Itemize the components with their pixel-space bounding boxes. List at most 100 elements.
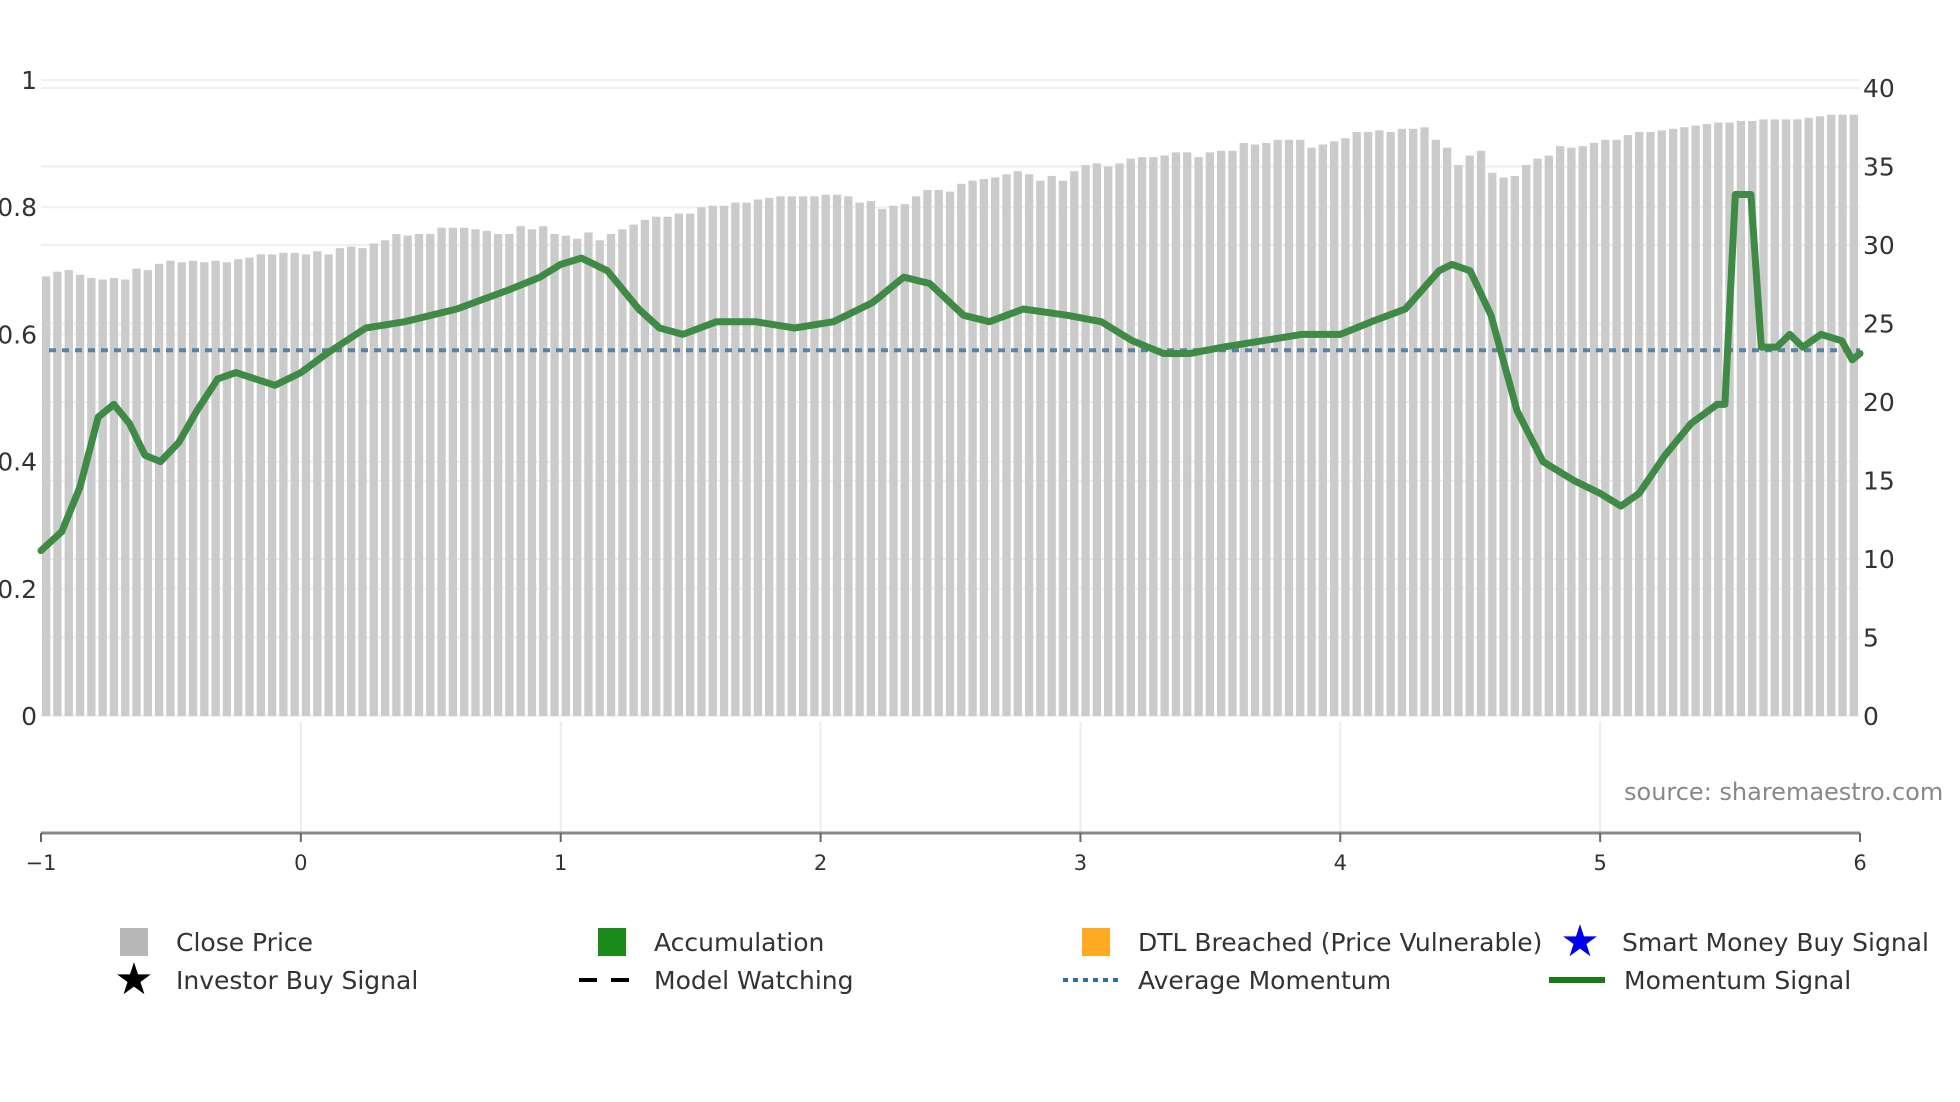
close-price-bar [1702,124,1712,717]
close-price-bar [606,234,616,716]
close-price-bar [1092,163,1102,717]
close-price-bar [460,227,469,717]
close-price-bar [234,259,243,716]
close-price-bar [1070,171,1079,716]
close-price-bar [1307,147,1316,716]
legend-label: Investor Buy Signal [176,965,419,995]
close-price-bar [279,252,288,716]
close-price-bar [1838,114,1847,716]
right-axis-tick-label: 0 [1863,702,1879,731]
close-price-bar [392,234,401,716]
close-price-bar [1409,128,1418,716]
close-price-bar [674,213,683,716]
close-price-bar [798,196,808,716]
close-price-bar [493,234,503,716]
close-price-bar [1646,131,1655,716]
close-price-bar [358,248,367,716]
legend-item-investor-buy[interactable]: ★ Investor Buy Signal [104,958,419,1002]
legend-label: Close Price [176,927,314,957]
legend-label: Smart Money Buy Signal [1622,927,1929,957]
close-price-bar [663,216,672,717]
close-price-bar [652,216,661,717]
close-price-bar [403,235,412,716]
legend: Close Price ★ Investor Buy Signal Accumu… [0,920,1960,1015]
close-price-bar [1601,139,1610,716]
right-y-axis: 0 5 10 15 20 25 30 35 40 [1863,74,1895,731]
legend-item-accumulation[interactable]: Accumulation [582,925,824,959]
solid-line-icon [1542,963,1612,997]
legend-label: DTL Breached (Price Vulnerable) [1138,927,1543,957]
left-axis-tick-label: 0.4 [0,448,37,477]
close-price-bar [595,240,604,717]
x-axis-tick-label: 4 [1334,851,1347,875]
close-price-bar [1567,147,1576,716]
legend-item-momentum-signal[interactable]: Momentum Signal [1542,963,1851,997]
close-price-bar [1081,164,1090,716]
close-price-bar [64,270,73,716]
close-price-bar [267,254,277,717]
x-axis-tick-label: 0 [294,851,307,875]
close-price-bar [1499,177,1508,717]
close-price-bar [1849,114,1858,716]
legend-item-smart-money[interactable]: ★ Smart Money Buy Signal [1550,920,1929,964]
close-price-bar [878,208,887,716]
close-price-bar [1024,174,1034,717]
close-price-bar [1386,131,1395,716]
close-price-bar [787,196,796,716]
close-price-bar [1488,172,1497,716]
close-price-bar [1476,150,1486,717]
close-price-bar [1442,147,1452,716]
close-price-bar [719,205,729,716]
close-price-bar [143,270,152,716]
close-price-bar [1725,122,1734,717]
close-price-bar [1363,131,1373,716]
close-price-bar [1329,141,1339,716]
close-price-bar [1273,139,1282,716]
close-price-bar [369,243,378,716]
close-price-bar [177,262,186,716]
close-price-bar [1465,155,1474,716]
close-price-bar [979,179,989,716]
close-price-bar [832,194,842,716]
close-price-bar [1770,119,1779,716]
close-price-bar [1555,146,1565,717]
close-price-bar [222,262,232,716]
close-price-bar [1149,157,1158,716]
close-price-bar [1589,142,1599,716]
close-price-bar [347,246,356,716]
x-axis-tick-label: 1 [554,851,567,875]
x-axis-tick-label: 3 [1074,851,1087,875]
close-price-bar [1239,142,1248,716]
close-price-bar [618,229,627,717]
close-price-bar [776,196,785,716]
close-price-bar [437,227,446,717]
legend-label: Average Momentum [1138,965,1392,995]
legend-item-average-momentum[interactable]: Average Momentum [1056,963,1391,997]
close-price-bar [1748,120,1757,717]
source-label: source: sharemaestro.com [1624,778,1944,806]
close-price-bar [1657,130,1666,716]
close-price-bar [923,190,932,717]
close-price-bar [1284,139,1294,716]
legend-item-dtl-breached[interactable]: DTL Breached (Price Vulnerable) [1066,925,1542,959]
left-axis-tick-label: 0.6 [0,320,37,349]
legend-item-close-price[interactable]: Close Price [104,925,313,959]
close-price-swatch-icon [104,925,164,959]
close-price-bar [1714,122,1723,717]
close-price-bar [1002,174,1011,717]
dtl-swatch-icon [1066,925,1126,959]
close-price-bar [1160,155,1169,716]
close-price-bar [1217,150,1226,717]
left-axis-tick-label: 0 [21,702,37,731]
close-price-bar [1194,157,1203,716]
close-price-bar [1171,152,1181,716]
close-price-bar [98,279,107,716]
close-price-bar [539,226,548,716]
close-price-bar [1544,155,1553,716]
right-axis-tick-label: 35 [1863,153,1895,182]
close-price-bar [188,260,198,716]
close-price-bar [1013,171,1022,716]
close-price-bar [166,260,175,716]
left-axis-tick-label: 0.8 [0,193,37,222]
legend-item-model-watching[interactable]: Model Watching [572,963,854,997]
